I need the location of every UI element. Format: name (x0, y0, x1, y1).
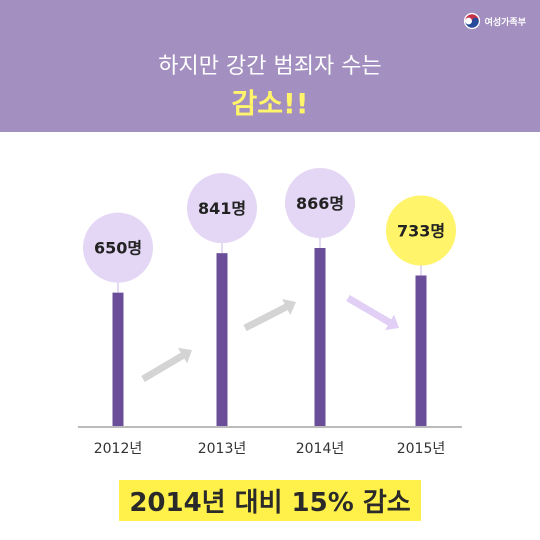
value-bubble (83, 212, 153, 283)
bars: 650명 841명 866명 733명 (83, 168, 456, 427)
bar-2014 (314, 248, 326, 427)
bar-group-3: 733명 (386, 195, 456, 427)
footnote: 2014년 대비 15% 감소 (0, 480, 540, 521)
header-banner: 여성가족부 하지만 강간 범죄자 수는 감소!! (0, 0, 540, 132)
bar-2013 (216, 253, 228, 427)
title-line2: 감소!! (231, 87, 309, 120)
bar-chart: 650명 841명 866명 733명 2012년 2013년 2014년 2015년 (78, 168, 462, 457)
trend-arrow-up (243, 298, 296, 332)
title-line1: 하지만 강간 범죄자 수는 (158, 54, 382, 79)
bar-group-1: 841명 (187, 173, 257, 427)
bar-group-2: 866명 (285, 168, 355, 427)
data-label: 866명 (296, 194, 344, 213)
footnote-text: 2014년 대비 15% 감소 (119, 480, 421, 521)
x-tick-label: 2012년 (94, 441, 143, 457)
bar-2015 (415, 275, 427, 427)
x-tick-label: 2014년 (296, 441, 345, 457)
ministry-logo: 여성가족부 (463, 12, 526, 30)
bar-2012 (112, 292, 124, 427)
data-label: 841명 (198, 199, 246, 218)
value-bubble (285, 168, 355, 238)
trend-arrow-up (141, 347, 192, 383)
data-label: 650명 (94, 239, 142, 258)
data-label: 733명 (397, 221, 445, 240)
value-bubble (187, 173, 257, 244)
value-bubble (386, 195, 456, 266)
trend-arrow-down (346, 294, 399, 331)
taegeuk-icon (463, 12, 480, 30)
logo-text: 여성가족부 (484, 17, 526, 28)
x-tick-labels: 2012년 2013년 2014년 2015년 (94, 441, 446, 457)
bar-group-0: 650명 (83, 212, 153, 427)
x-tick-label: 2013년 (198, 441, 247, 457)
x-tick-label: 2015년 (397, 441, 446, 457)
trend-arrows (141, 294, 399, 383)
